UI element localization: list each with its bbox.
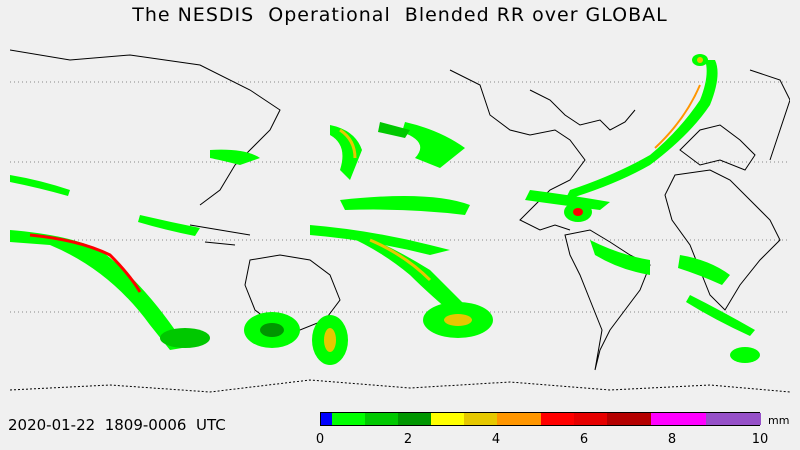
map-title: The NESDIS Operational Blended RR over G… [132,4,668,26]
color-scale-segment [541,413,574,425]
rain-fields [10,54,760,365]
color-scale-tick-label: 6 [579,432,589,447]
color-scale-unit: mm [768,414,790,427]
color-scale-segment [607,413,651,425]
color-scale-tick-label: 10 [751,432,769,447]
coastlines [10,49,790,393]
color-scale-segment [706,413,761,425]
color-scale-tick-label: 0 [315,432,325,447]
color-scale-segment [497,413,541,425]
precipitation-map [10,49,790,393]
color-scale-segment [332,413,365,425]
color-scale-segment [398,413,431,425]
color-scale-segment [464,413,497,425]
color-scale-segment [651,413,706,425]
color-scale-tick-label: 8 [667,432,677,447]
color-scale-tick-label: 4 [491,432,501,447]
color-scale-segment [574,413,607,425]
color-scale-segment [431,413,464,425]
color-scale-tick-label: 2 [403,432,413,447]
timestamp: 2020-01-22 1809-0006 UTC [8,416,226,434]
color-scale-segment [365,413,398,425]
color-scale-bar [320,412,761,426]
color-scale-segment [321,413,332,425]
